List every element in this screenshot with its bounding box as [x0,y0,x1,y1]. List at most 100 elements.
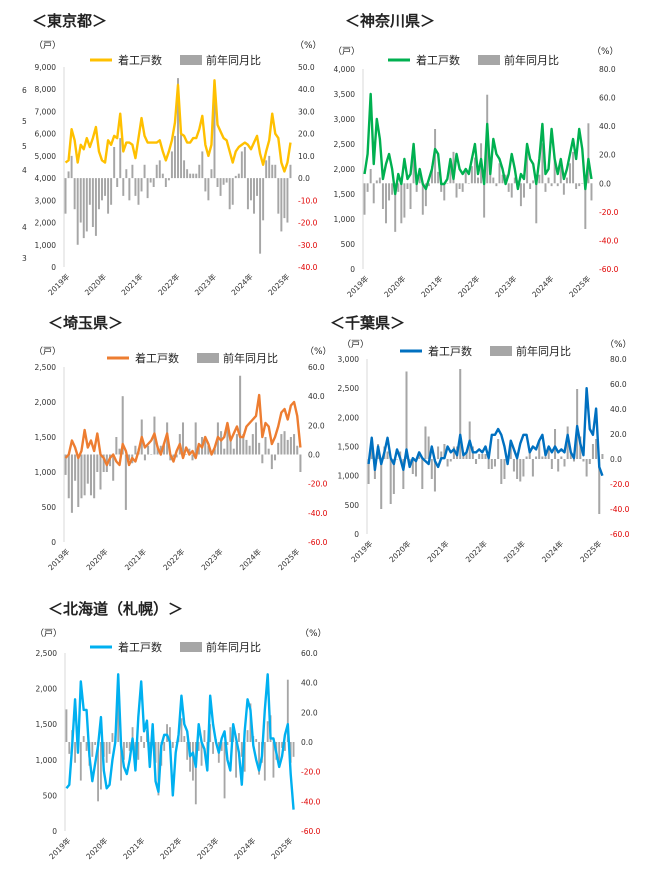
bar-mark [396,459,399,460]
bar-mark [91,178,94,227]
bar-mark [293,434,296,455]
bar-mark [226,425,229,455]
bar-mark [587,123,590,184]
bar-mark [475,459,478,464]
x-tick-label: 2024年 [530,273,556,299]
y-right-tick-label: -20.0 [610,480,630,489]
bar-mark [131,164,134,179]
y-left-tick-label: 1,000 [334,215,356,224]
legend-label-bar: 前年同月比 [206,53,261,67]
bar-mark [102,454,105,472]
bar-mark [440,451,443,459]
bar-mark [171,742,174,748]
x-tick-label: 2022年 [161,546,187,572]
bar-mark [380,459,383,509]
bar-mark [588,459,591,464]
x-tick-label: 2024年 [229,271,255,297]
bar-mark [67,454,70,499]
bar-mark [249,178,252,201]
stray-axis-label: 4 [22,166,27,175]
bar-mark [541,143,544,184]
bar-mark [172,454,175,458]
bar-mark [554,429,557,459]
bar-mark [274,164,277,179]
bar-mark [246,178,249,210]
bar-mark [378,177,381,184]
legend-label-bar: 前年同月比 [206,640,261,654]
bar-mark [363,183,366,215]
legend-label-line: 着工戸数 [118,640,162,654]
y-right-tick-label: 60.0 [308,363,325,372]
bar-mark [225,178,228,183]
y-left-tick-label: 9,000 [35,63,57,72]
y-left-tick-label: 4,000 [35,174,57,183]
stray-axis-label: 4 [22,223,27,232]
bar-mark [240,151,243,179]
x-tick-label: 2019年 [46,271,72,297]
bar-mark [289,164,292,179]
bar-mark [82,178,85,239]
y-left-tick-label: 2,500 [334,140,356,149]
x-tick-label: 2020年 [82,271,108,297]
bar-mark [163,742,166,751]
bar-mark [197,742,200,751]
bar-mark [547,449,550,459]
bar-mark [455,183,458,198]
unit-left-label: （戸） [34,40,61,51]
y-left-tick-label: 4,000 [334,65,356,74]
bar-mark [189,173,192,179]
chart-panel-chiba: ＜千葉県＞ （戸） （%） 着工戸数 前年同月比 0 500 1,000 1,500 2,000… [330,312,640,587]
bar-mark [216,178,219,187]
bar-mark [77,454,80,507]
chart-panel-tokyo: ＜東京都＞ （戸） （%） 着工戸数 前年同月比 0 1,000 2,000 3,000 4,0… [22,10,332,310]
bar-mark [207,445,210,455]
bar-mark [192,742,194,781]
bar-mark [565,177,568,184]
y-right-tick-label: 80.0 [599,65,616,74]
y-right-tick-label: 60.0 [599,94,616,103]
bar-mark [556,183,559,187]
stray-axis-label: 5 [22,142,27,151]
bar-mark [125,169,128,179]
bar-mark [232,448,235,455]
bar-mark [427,436,430,459]
bar-mark [118,448,121,455]
y-right-tick-label: -60.0 [308,538,328,547]
bar-mark [557,459,560,472]
bar-mark [497,439,500,459]
bar-mark [268,155,271,179]
x-tick-label: 2023年 [493,273,519,299]
legend-label-line: 着工戸数 [428,344,472,358]
stray-axis-label: 3 [22,254,27,263]
bar-mark [94,178,97,236]
bar-mark [108,742,111,754]
bar-mark [167,178,170,181]
legend-label-line: 着工戸数 [118,53,162,67]
chart-saitama: （戸） （%） 着工戸数 前年同月比 0 500 1,000 1,500 2,000 2,500 -… [34,346,332,572]
bar-mark [113,147,116,179]
unit-right-label: （%） [305,346,332,357]
bar-mark [569,163,571,184]
bar-mark [446,183,449,184]
bar-mark [375,180,378,184]
bar-mark [259,178,262,254]
chart-panel-hokkaido: ＜北海道（札幌）＞ （戸） （%） 着工戸数 前年同月比 0 500 1,000 1,500 2… [32,598,332,888]
bar-mark [289,742,292,763]
bar-mark [397,183,400,192]
bar-mark [278,742,281,766]
bar-mark [585,459,588,477]
bar-mark [93,454,96,499]
bar-mark [240,742,243,757]
bar-mark [437,446,440,459]
bar-mark [239,375,242,455]
y-left-tick-label: 2,000 [36,685,58,694]
bar-mark [203,730,206,742]
line-series [363,92,593,196]
y-left-tick-label: 500 [341,240,356,249]
bar-mark [421,183,424,215]
bar-mark [459,369,462,459]
y-left-tick-label: 1,000 [338,472,360,481]
bar-mark [582,459,585,462]
x-tick-label: 2024年 [237,546,263,572]
bar-mark [223,448,226,455]
